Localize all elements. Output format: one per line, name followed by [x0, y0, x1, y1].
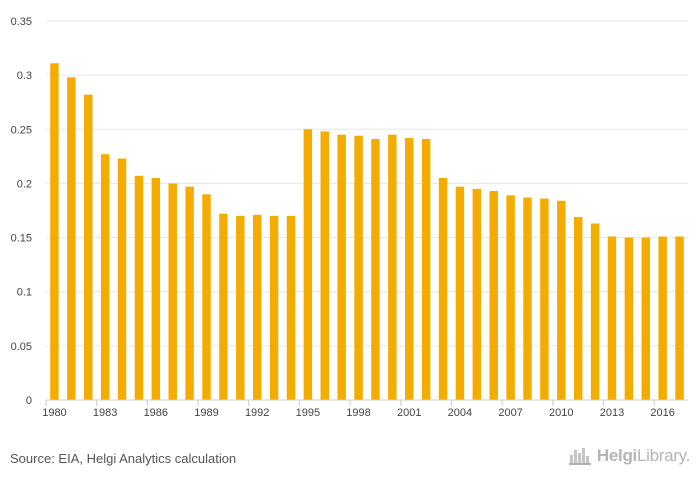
bars	[50, 63, 684, 401]
bar-2000[interactable]	[388, 134, 397, 400]
bar-2001[interactable]	[405, 137, 414, 400]
bar-1982[interactable]	[84, 94, 93, 400]
bar-2016[interactable]	[658, 236, 667, 400]
bar-2006[interactable]	[489, 191, 498, 400]
x-tick-label: 2001	[397, 407, 421, 419]
y-tick-label: 0.1	[17, 287, 32, 299]
bar-2012[interactable]	[590, 223, 600, 400]
bar-1992[interactable]	[252, 214, 262, 400]
bar-1985[interactable]	[134, 175, 144, 400]
bar-1990[interactable]	[219, 213, 228, 400]
bar-1986[interactable]	[151, 178, 161, 400]
x-tick-label: 1986	[144, 407, 168, 419]
bar-1996[interactable]	[320, 131, 329, 400]
bar-2004[interactable]	[455, 186, 465, 400]
bar-1995[interactable]	[303, 129, 313, 401]
bar-2014[interactable]	[624, 237, 634, 400]
y-tick-label: 0.2	[17, 178, 32, 190]
bar-2013[interactable]	[607, 236, 617, 400]
bar-1994[interactable]	[286, 215, 296, 400]
helgi-library-logo[interactable]: HelgiLibrary.	[568, 446, 690, 466]
x-tick-label: 1995	[296, 407, 320, 419]
y-tick-label: 0	[26, 395, 32, 407]
x-tick-label: 2016	[650, 407, 674, 419]
bar-1997[interactable]	[337, 134, 346, 400]
bar-1988[interactable]	[185, 186, 194, 400]
skyline-icon	[568, 448, 591, 465]
bar-2011[interactable]	[573, 217, 583, 400]
bar-2008[interactable]	[523, 197, 532, 400]
bar-1983[interactable]	[100, 154, 110, 400]
bar-1987[interactable]	[168, 183, 177, 400]
y-tick-label: 0.35	[11, 16, 32, 28]
x-tick-label: 1989	[194, 407, 218, 419]
bar-2017[interactable]	[675, 236, 684, 400]
bar-1989[interactable]	[202, 194, 211, 400]
bar-2015[interactable]	[641, 237, 650, 400]
x-tick-label: 2010	[549, 407, 573, 419]
y-tick-label: 0.25	[11, 124, 32, 136]
y-tick-label: 0.3	[17, 70, 32, 82]
bar-2010[interactable]	[557, 200, 566, 400]
x-tick-label: 1983	[93, 407, 117, 419]
x-tick-label: 2007	[498, 407, 522, 419]
y-tick-label: 0.15	[11, 233, 32, 245]
bar-1991[interactable]	[236, 215, 245, 400]
bar-2005[interactable]	[472, 188, 482, 400]
x-tick-label: 1998	[346, 407, 370, 419]
bar-1993[interactable]	[269, 215, 279, 400]
x-tick-label: 1992	[245, 407, 269, 419]
x-axis-ticks: 1980 1983 1986 1989 1992 1995 1998 2001 2004 2007…	[42, 400, 675, 419]
bar-1980[interactable]	[50, 63, 59, 400]
x-tick-label: 1980	[42, 407, 66, 419]
brand-bold: Helgi	[596, 446, 637, 465]
y-tick-label: 0.05	[11, 341, 32, 353]
bar-2007[interactable]	[506, 195, 515, 400]
bar-chart: 00.050.10.150.20.250.30.35 1980 1983 1986 1…	[11, 16, 688, 419]
brand-rest: Library.	[636, 446, 690, 465]
source-note: Source: EIA, Helgi Analytics calculation	[10, 451, 237, 466]
x-tick-label: 2004	[448, 407, 472, 419]
y-axis-ticks: 0 0.05 0.1 0.15 0.2 0.25 0.3 0.35	[11, 16, 32, 407]
bar-1999[interactable]	[371, 139, 380, 400]
bar-1984[interactable]	[117, 158, 127, 400]
bar-1998[interactable]	[354, 135, 363, 400]
bar-2009[interactable]	[540, 198, 549, 400]
x-tick-label: 2013	[600, 407, 624, 419]
bar-2002[interactable]	[421, 139, 431, 400]
bar-2003[interactable]	[438, 178, 448, 400]
bar-1981[interactable]	[67, 77, 76, 400]
brand-name: HelgiLibrary.	[597, 446, 690, 466]
